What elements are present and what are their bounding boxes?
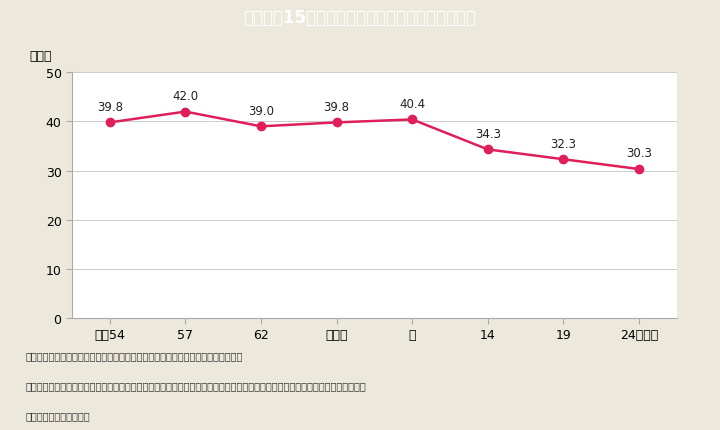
Text: （備考）１．総務省「就業構造基本調査」（中小企業庁特別集計結果）より作成。: （備考）１．総務省「就業構造基本調査」（中小企業庁特別集計結果）より作成。 — [25, 350, 243, 360]
Text: 39.0: 39.0 — [248, 104, 274, 117]
Text: 42.0: 42.0 — [172, 89, 199, 103]
Text: ２．起業家とは，過去１年間に職を変えた又は新たに職についた者のうち，現在は「自営業主（内職者を除く）」となっ: ２．起業家とは，過去１年間に職を変えた又は新たに職についた者のうち，現在は「自営… — [25, 381, 366, 390]
Text: （％）: （％） — [30, 50, 52, 63]
Text: 40.4: 40.4 — [399, 98, 426, 111]
Text: 39.8: 39.8 — [96, 101, 123, 114]
Text: 34.3: 34.3 — [474, 127, 501, 140]
Text: 32.3: 32.3 — [550, 137, 577, 150]
Text: Ｉ－２－15図　起業家に占める女性の割合の推移: Ｉ－２－15図 起業家に占める女性の割合の推移 — [243, 9, 477, 27]
Text: 30.3: 30.3 — [626, 147, 652, 160]
Text: ている者。: ている者。 — [25, 411, 90, 421]
Text: 39.8: 39.8 — [323, 101, 350, 114]
